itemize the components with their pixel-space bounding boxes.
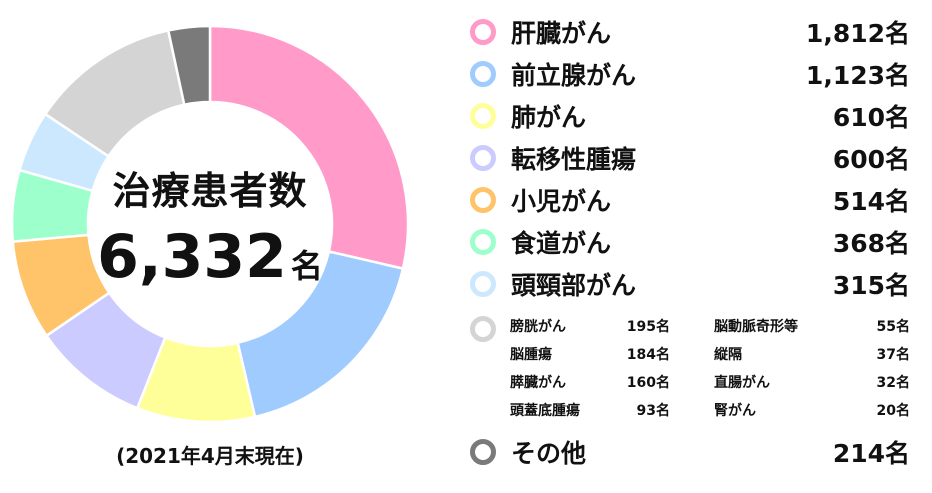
legend-row-head-neck: 頭頸部がん 315名 <box>470 264 910 304</box>
donut-chart <box>10 24 410 424</box>
minor-value: 184名 <box>626 347 670 363</box>
legend-label: 前立腺がん <box>511 61 637 90</box>
minor-label: 脳腫瘍 <box>510 347 552 363</box>
legend-row-lung: 肺がん 610名 <box>470 96 910 136</box>
date-note: (2021年4月末現在) <box>116 444 304 468</box>
legend-label: 肝臓がん <box>511 19 612 48</box>
minor-value: 160名 <box>626 375 670 391</box>
legend-marker <box>470 19 496 45</box>
legend-value: 214名 <box>832 439 910 468</box>
legend-marker <box>470 229 496 255</box>
minor-item-brain-tumor: 脳腫瘍 184名 <box>510 342 670 366</box>
legend-label: 食道がん <box>511 229 612 258</box>
legend-marker <box>470 145 496 171</box>
legend-value: 1,123名 <box>805 61 910 90</box>
legend-value: 1,812名 <box>805 19 910 48</box>
legend-marker-minor <box>470 316 496 342</box>
minor-label: 腎がん <box>714 403 756 419</box>
legend-value: 600名 <box>832 145 910 174</box>
minor-item-avm: 脳動脈奇形等 55名 <box>714 314 910 338</box>
minor-value: 20名 <box>876 403 910 419</box>
minor-item-rectal: 直腸がん 32名 <box>714 370 910 394</box>
legend-marker <box>470 271 496 297</box>
minor-item-mediastinum: 縦隔 37名 <box>714 342 910 366</box>
minor-label: 膀胱がん <box>510 319 566 335</box>
minor-label: 頭蓋底腫瘍 <box>510 403 580 419</box>
donut-slice-0 <box>208 24 410 271</box>
legend-value: 315名 <box>832 271 910 300</box>
minor-label: 縦隔 <box>714 347 742 363</box>
legend-marker <box>470 61 496 87</box>
minor-label: 膵臓がん <box>510 375 566 391</box>
legend-row-prostate: 前立腺がん 1,123名 <box>470 54 910 94</box>
legend-row-other: その他 214名 <box>470 432 910 472</box>
minor-label: 直腸がん <box>714 375 770 391</box>
legend-marker <box>470 187 496 213</box>
legend-label: 転移性腫瘍 <box>511 145 637 174</box>
legend-row-liver: 肝臓がん 1,812名 <box>470 12 910 52</box>
center-total: 6,332 名 <box>60 222 360 292</box>
minor-item-bladder: 膀胱がん 195名 <box>510 314 670 338</box>
legend-value: 610名 <box>832 103 910 132</box>
legend-row-esophageal: 食道がん 368名 <box>470 222 910 262</box>
minor-item-pancreas: 膵臓がん 160名 <box>510 370 670 394</box>
legend-value: 368名 <box>832 229 910 258</box>
legend-label: 頭頸部がん <box>511 271 637 300</box>
center-title: 治療患者数 <box>112 169 308 213</box>
legend-marker <box>470 439 496 465</box>
minor-value: 55名 <box>876 319 910 335</box>
minor-value: 195名 <box>626 319 670 335</box>
legend-label: 肺がん <box>511 103 587 132</box>
minor-value: 37名 <box>876 347 910 363</box>
legend-row-pediatric: 小児がん 514名 <box>470 180 910 220</box>
legend-value: 514名 <box>832 187 910 216</box>
legend-marker <box>470 103 496 129</box>
minor-label: 脳動脈奇形等 <box>714 319 798 335</box>
minor-item-kidney: 腎がん 20名 <box>714 398 910 422</box>
total-value: 6,332 <box>97 222 287 292</box>
legend-label: その他 <box>511 439 587 468</box>
total-unit: 名 <box>290 247 323 285</box>
legend-label: 小児がん <box>511 187 612 216</box>
minor-value: 32名 <box>876 375 910 391</box>
minor-item-skull-base: 頭蓋底腫瘍 93名 <box>510 398 670 422</box>
minor-value: 93名 <box>636 403 670 419</box>
donut-slice-8 <box>166 24 212 107</box>
legend-row-metastatic: 転移性腫瘍 600名 <box>470 138 910 178</box>
